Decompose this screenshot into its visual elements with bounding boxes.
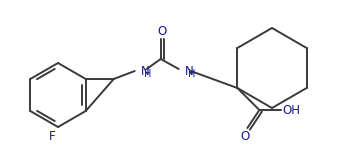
Text: F: F bbox=[49, 129, 55, 142]
Text: N: N bbox=[185, 64, 193, 77]
Text: H: H bbox=[144, 69, 151, 79]
Text: O: O bbox=[241, 129, 250, 142]
Text: O: O bbox=[158, 25, 167, 38]
Text: OH: OH bbox=[282, 104, 300, 117]
Text: H: H bbox=[188, 69, 195, 79]
Text: N: N bbox=[141, 64, 149, 77]
